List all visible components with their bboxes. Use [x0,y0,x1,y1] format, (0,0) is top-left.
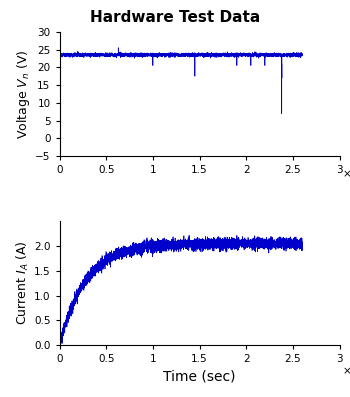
Text: $\times10^{-3}$: $\times10^{-3}$ [342,363,350,377]
Text: Hardware Test Data: Hardware Test Data [90,10,260,25]
Y-axis label: Current $I_A$ (A): Current $I_A$ (A) [15,241,31,326]
Text: $\times10^{-3}$: $\times10^{-3}$ [342,166,350,180]
Y-axis label: Voltage $V_n$ (V): Voltage $V_n$ (V) [15,49,32,139]
X-axis label: Time (sec): Time (sec) [163,370,236,384]
